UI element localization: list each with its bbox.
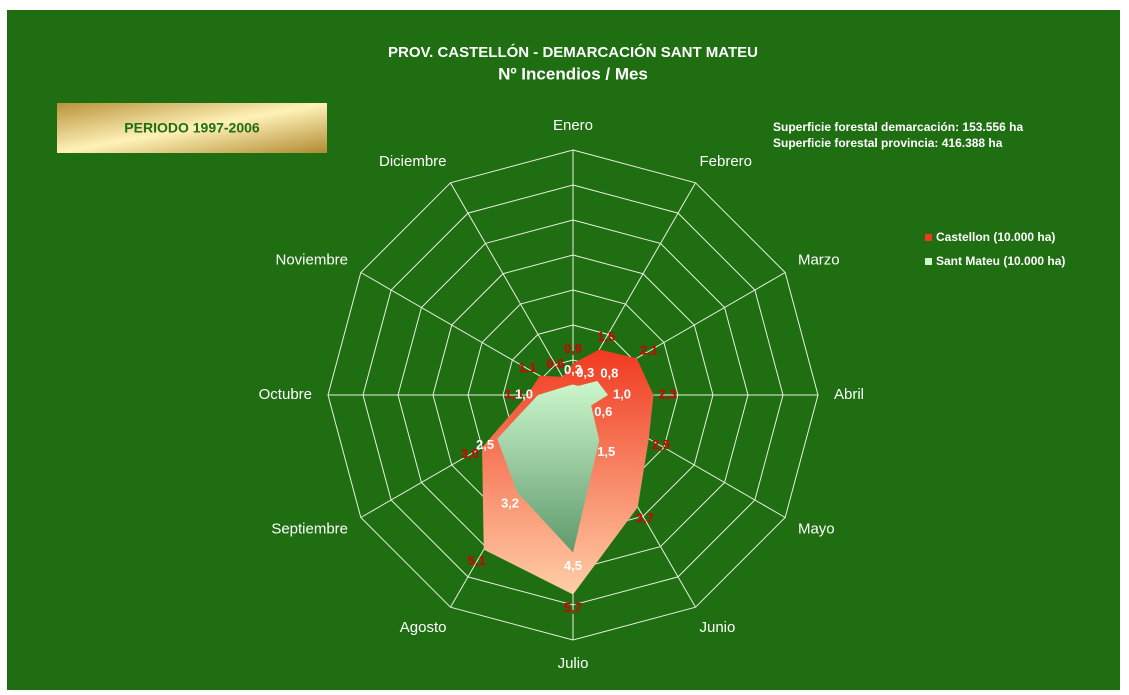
period-box: [57, 103, 327, 153]
data-label: 4,5: [564, 558, 582, 573]
axis-label: Junio: [700, 619, 736, 636]
legend-label: Sant Mateu (10.000 ha): [936, 254, 1065, 268]
spoke: [360, 272, 574, 396]
note: Superficie forestal demarcación: 153.556…: [773, 120, 1023, 134]
axis-label: Agosto: [400, 619, 447, 636]
data-label: 0,3: [564, 362, 582, 377]
legend-label: Castellon (10.000 ha): [936, 230, 1055, 244]
data-label: 2,3: [658, 386, 676, 401]
data-label: 2,1: [640, 343, 658, 358]
chart-subtitle: Nº Incendios / Mes: [498, 64, 648, 83]
data-label: 0,9: [564, 341, 582, 356]
note: Superficie forestal provincia: 416.388 h…: [773, 136, 1003, 150]
data-label: 5,1: [468, 553, 486, 568]
series-area: [497, 381, 608, 553]
data-label: 1,5: [597, 329, 615, 344]
legend-swatch: [925, 258, 932, 265]
data-label: 1,0: [515, 386, 533, 401]
data-label: 5,7: [564, 600, 582, 615]
axis-label: Febrero: [700, 153, 753, 170]
data-label: 2,5: [652, 437, 670, 452]
axis-label: Julio: [558, 655, 589, 672]
data-label: 1,1: [518, 360, 536, 375]
data-label: 1,5: [597, 444, 615, 459]
axis-label: Septiembre: [271, 520, 348, 537]
period-label: PERIODO 1997-2006: [124, 120, 260, 136]
data-label: 3,0: [461, 446, 479, 461]
axis-label: Diciembre: [379, 153, 447, 170]
data-label: 0,3: [576, 365, 594, 380]
axis-label: Enero: [553, 117, 593, 134]
data-label: 3,2: [501, 496, 519, 511]
axis-label: Octubre: [259, 386, 312, 403]
data-label: 0,8: [600, 365, 618, 380]
chart-title: PROV. CASTELLÓN - DEMARCACIÓN SANT MATEU: [388, 43, 758, 61]
spoke: [450, 182, 574, 396]
axis-label: Noviembre: [276, 251, 349, 268]
axis-label: Marzo: [798, 251, 840, 268]
data-label: 1,0: [613, 386, 631, 401]
data-label: 2,5: [476, 437, 494, 452]
data-label: 3,7: [636, 511, 654, 526]
axis-label: Abril: [834, 386, 864, 403]
data-label: 0,6: [546, 356, 564, 371]
axis-label: Mayo: [798, 520, 835, 537]
data-label: 1,3: [504, 386, 522, 401]
data-label: 0,6: [594, 404, 612, 419]
legend-swatch: [925, 234, 932, 241]
